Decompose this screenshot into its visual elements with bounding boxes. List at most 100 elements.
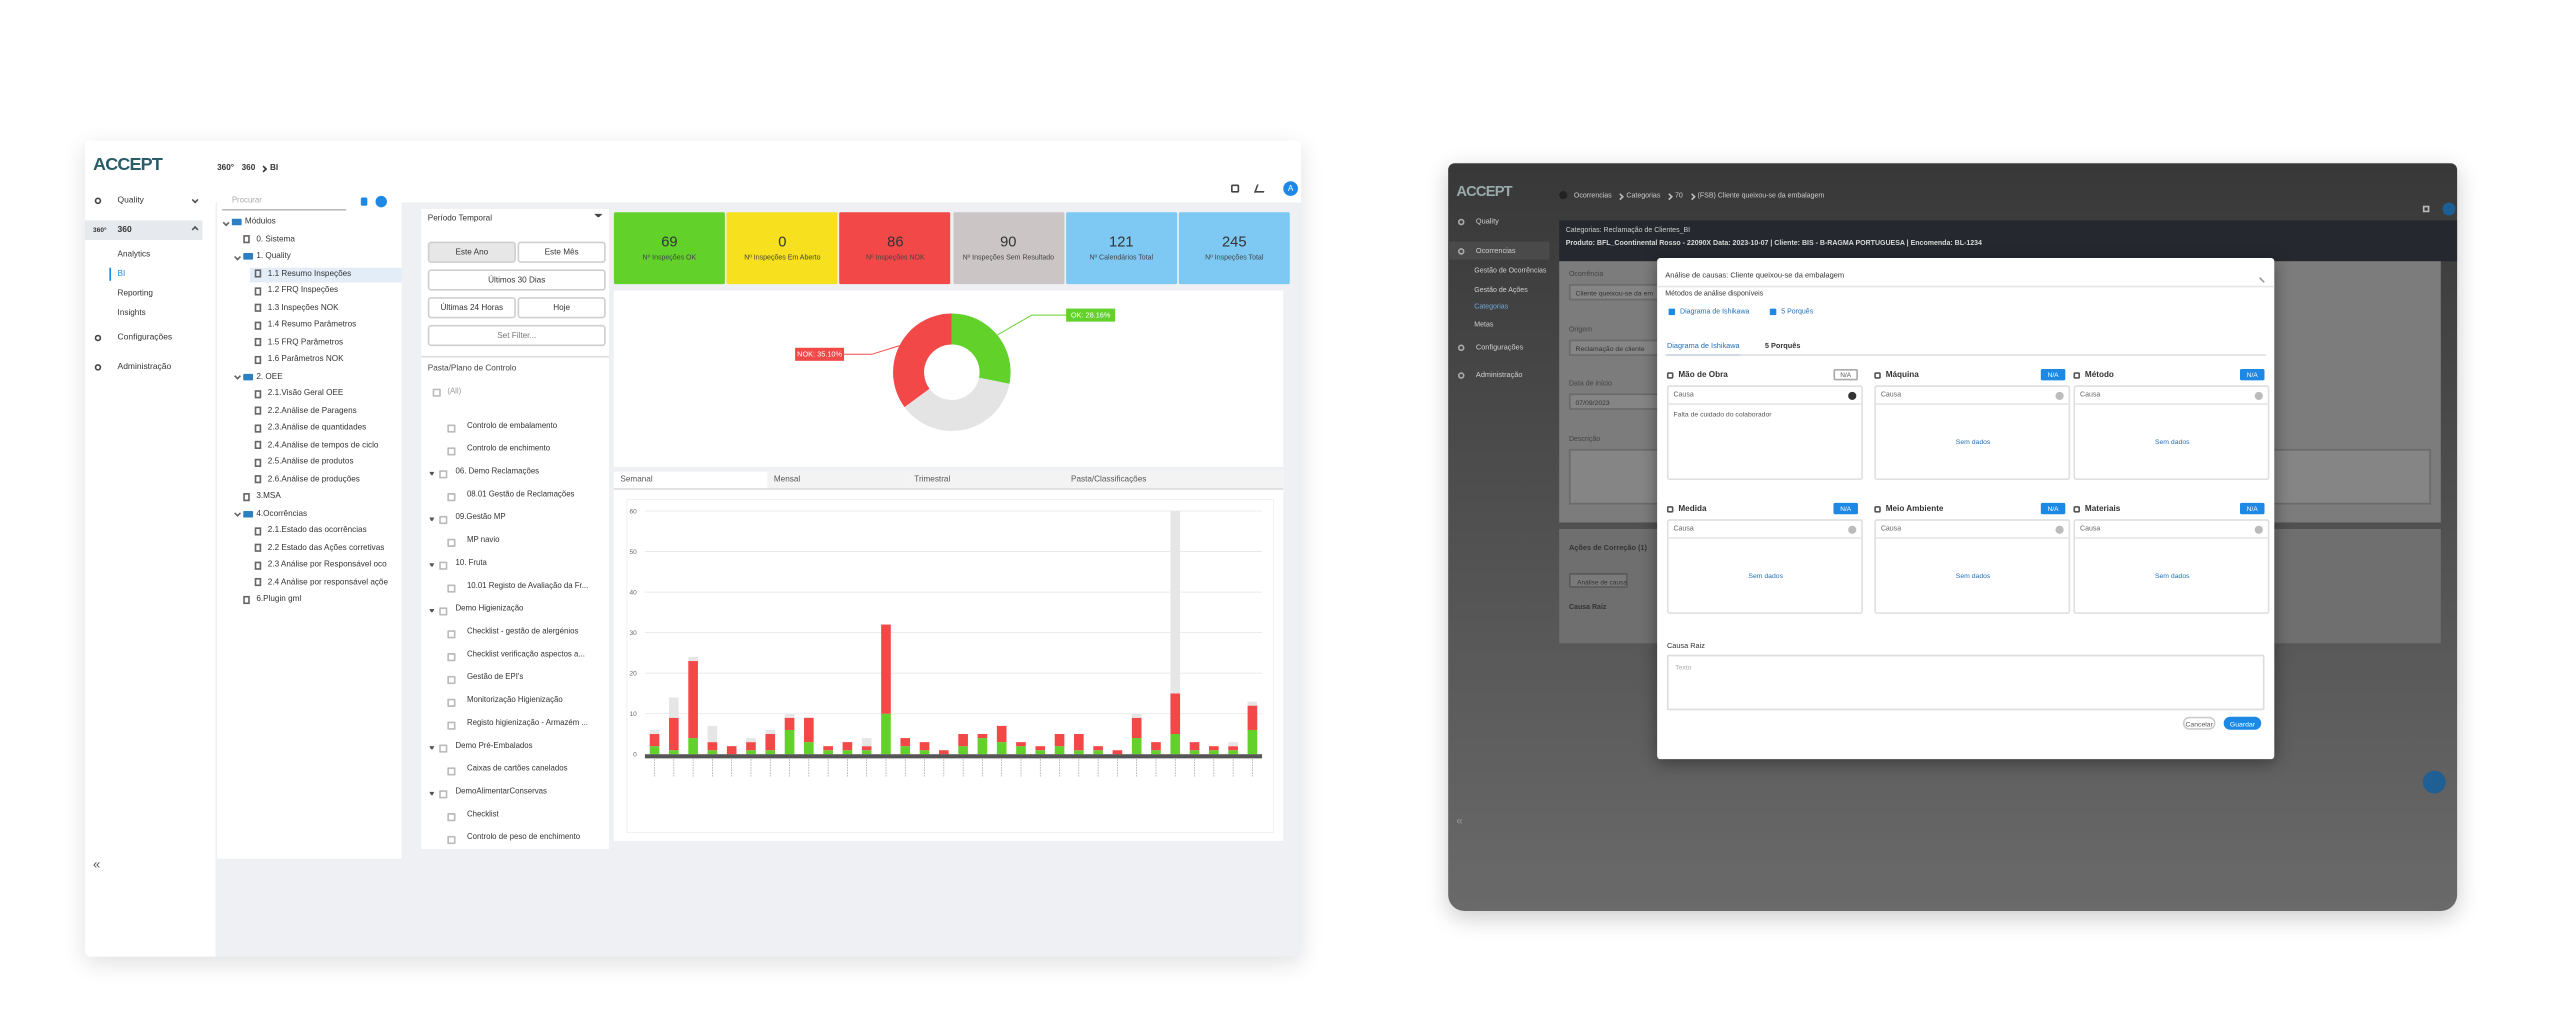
modal-tab[interactable]: 5 Porquês bbox=[1764, 341, 1801, 350]
period-button[interactable]: Hoje bbox=[517, 297, 606, 319]
tree-item[interactable]: 1.1 Resumo Inspeções bbox=[267, 268, 352, 279]
checkbox[interactable] bbox=[447, 835, 456, 844]
tree-item[interactable]: 2.3.Análise de quantidades bbox=[267, 422, 367, 433]
nav-item[interactable]: 360 bbox=[117, 225, 132, 236]
bar-segment bbox=[900, 746, 911, 755]
kpi-tile[interactable]: 90 Nº Inspeções Sem Resultado bbox=[952, 212, 1064, 285]
save-fab[interactable] bbox=[2422, 770, 2446, 794]
file-icon bbox=[254, 423, 261, 432]
tab[interactable]: Semanal bbox=[613, 471, 768, 490]
tree-item[interactable]: 1.2 FRQ Inspeções bbox=[267, 285, 339, 296]
checkbox[interactable] bbox=[447, 766, 456, 775]
tab[interactable]: Trimestral bbox=[907, 471, 1065, 490]
tree-item[interactable]: 1.5 FRQ Parâmetros bbox=[267, 337, 344, 347]
tree-item[interactable]: 2.5.Análise de produtos bbox=[267, 457, 354, 467]
tree-item[interactable]: 4.Ocorrências bbox=[256, 508, 308, 519]
subnav-item[interactable]: Analytics bbox=[117, 249, 151, 260]
kpi-tile[interactable]: 245 Nº Inspeções Total bbox=[1178, 212, 1290, 285]
checkbox[interactable] bbox=[447, 675, 456, 684]
tree-item[interactable]: 2.3 Análise por Responsável oco bbox=[267, 560, 387, 570]
checkbox[interactable] bbox=[447, 446, 456, 455]
subnav-item[interactable]: BI bbox=[117, 269, 126, 280]
tree-item[interactable]: 1.6 Parâmetros NOK bbox=[267, 354, 344, 365]
tree-item[interactable]: 3.MSA bbox=[256, 491, 281, 502]
bar-segment bbox=[900, 738, 911, 747]
tree-item[interactable]: 6.Plugin gml bbox=[256, 594, 302, 605]
checkbox[interactable] bbox=[447, 697, 456, 707]
checkbox[interactable] bbox=[447, 720, 456, 729]
checkbox[interactable] bbox=[432, 388, 441, 397]
period-button[interactable]: Este Ano bbox=[427, 241, 516, 263]
subnav-item[interactable]: Gestão de Ações bbox=[1474, 285, 1528, 294]
na-badge[interactable]: N/A bbox=[2040, 502, 2066, 515]
subnav-item[interactable]: Insights bbox=[117, 308, 146, 319]
checkbox[interactable] bbox=[447, 537, 456, 547]
modal-button[interactable]: Cancelar bbox=[2182, 716, 2216, 730]
na-badge[interactable]: N/A bbox=[1833, 368, 1858, 381]
checkbox[interactable] bbox=[439, 606, 448, 615]
checkbox[interactable] bbox=[447, 423, 456, 432]
nav-item[interactable]: Quality bbox=[117, 195, 144, 206]
checkbox[interactable] bbox=[439, 469, 448, 478]
method-checkbox[interactable] bbox=[1668, 307, 1676, 315]
subnav-item[interactable]: Categorias bbox=[1474, 302, 1509, 311]
subnav-item[interactable]: Metas bbox=[1474, 320, 1494, 329]
kpi-tile[interactable]: 69 Nº Inspeções OK bbox=[613, 212, 725, 285]
modal-button[interactable]: Guardar bbox=[2223, 716, 2262, 730]
modal-tab[interactable]: Diagrama de Ishikawa bbox=[1666, 342, 1740, 356]
period-button[interactable]: Últimas 24 Horas bbox=[427, 297, 516, 319]
tree-item[interactable]: 2.2 Estado das Ações corretivas bbox=[267, 542, 385, 553]
checkbox[interactable] bbox=[439, 743, 448, 752]
collapse-button[interactable]: « bbox=[93, 857, 101, 872]
tree-item[interactable]: 2.2.Análise de Paragens bbox=[267, 405, 357, 416]
tree-item[interactable]: 2.1.Visão Geral OEE bbox=[267, 388, 344, 399]
tree-item[interactable]: Módulos bbox=[244, 217, 276, 227]
subnav-item[interactable]: Reporting bbox=[117, 288, 153, 299]
nav-item[interactable]: Ocorrencias bbox=[1475, 246, 1516, 255]
bar-segment bbox=[1074, 750, 1084, 755]
tree-item[interactable]: 1.4 Resumo Parâmetros bbox=[267, 320, 357, 330]
nav-item[interactable]: Administração bbox=[1475, 370, 1523, 379]
tree-item[interactable]: 1. Quality bbox=[256, 251, 291, 262]
checkbox[interactable] bbox=[447, 652, 456, 661]
nav-item[interactable]: Configurações bbox=[1475, 342, 1524, 352]
kpi-value: 121 bbox=[1109, 233, 1134, 250]
collapse-button[interactable]: « bbox=[1456, 816, 1463, 828]
cause-field: Causa bbox=[1673, 524, 1694, 533]
kpi-tile[interactable]: 86 Nº Inspeções NOK bbox=[839, 212, 951, 285]
add-button[interactable] bbox=[375, 195, 387, 208]
form-input: 07/09/2023 bbox=[1568, 393, 1667, 410]
na-badge[interactable]: N/A bbox=[2240, 502, 2265, 515]
subnav-item[interactable]: Gestão de Ocorrências bbox=[1474, 266, 1547, 275]
kpi-tile[interactable]: 121 Nº Calendários Total bbox=[1065, 212, 1177, 285]
checkbox[interactable] bbox=[439, 560, 448, 569]
checkbox[interactable] bbox=[439, 789, 448, 798]
analysis-button[interactable]: Análise de causa bbox=[1568, 573, 1628, 588]
tree-item[interactable]: 1.3 Inspeções NOK bbox=[267, 302, 339, 313]
checkbox[interactable] bbox=[447, 492, 456, 501]
user-avatar[interactable]: A bbox=[1283, 181, 1298, 196]
tab[interactable]: Pasta/Classificações bbox=[1064, 471, 1284, 490]
checkbox[interactable] bbox=[447, 812, 456, 821]
period-button[interactable]: Este Mês bbox=[517, 241, 606, 263]
tree-item[interactable]: 2.4 Análise por responsável açõe bbox=[267, 577, 389, 587]
tree-item[interactable]: 2.6.Análise de produções bbox=[267, 474, 360, 485]
na-badge[interactable]: N/A bbox=[2240, 368, 2265, 381]
method-checkbox[interactable] bbox=[1769, 307, 1777, 315]
nav-item[interactable]: Configurações bbox=[117, 333, 173, 343]
na-badge[interactable]: N/A bbox=[1833, 502, 1858, 515]
period-button[interactable]: Últimos 30 Dias bbox=[427, 269, 606, 291]
tree-item[interactable]: 0. Sistema bbox=[256, 234, 295, 245]
na-badge[interactable]: N/A bbox=[2040, 368, 2066, 381]
tree-item[interactable]: 2. OEE bbox=[256, 371, 283, 382]
checkbox[interactable] bbox=[439, 515, 448, 524]
tree-item[interactable]: 2.1.Estado das ocorrências bbox=[267, 525, 367, 536]
nav-item[interactable]: Administração bbox=[117, 362, 172, 373]
nav-item[interactable]: Quality bbox=[1475, 217, 1499, 226]
tab[interactable]: Mensal bbox=[767, 471, 908, 490]
checkbox[interactable] bbox=[447, 629, 456, 638]
kpi-tile[interactable]: 0 Nº Inspeções Em Aberto bbox=[726, 212, 838, 285]
set-filter-button[interactable]: Set Filter... bbox=[427, 324, 606, 347]
checkbox[interactable] bbox=[447, 583, 456, 592]
tree-item[interactable]: 2.4.Análise de tempos de ciclo bbox=[267, 439, 379, 450]
